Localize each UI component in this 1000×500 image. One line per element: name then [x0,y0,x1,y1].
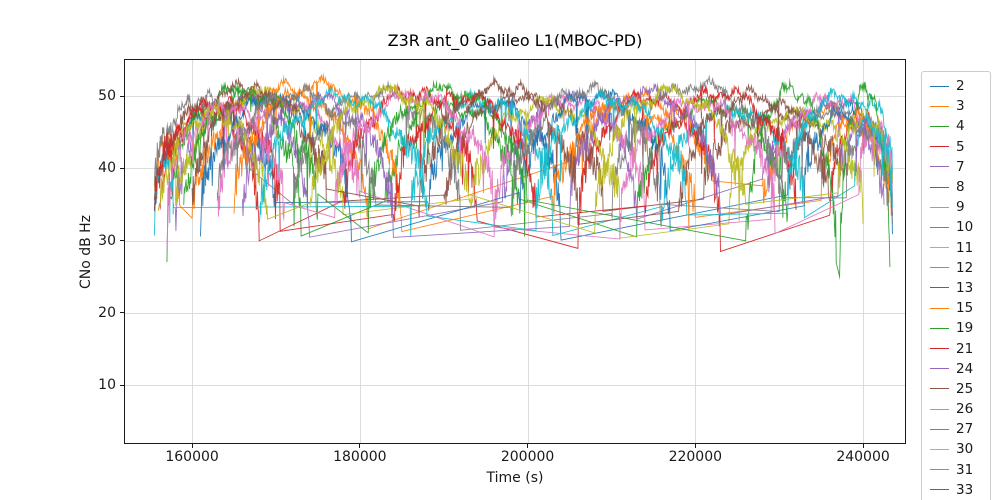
legend-line-sample [930,125,949,127]
legend-item: 15 [922,298,990,318]
x-tick-label: 200000 [500,449,555,465]
legend-line-sample [930,368,949,370]
legend-item-label: 12 [956,259,974,276]
x-tick-mark [862,444,864,448]
x-axis-label: Time (s) [486,470,544,486]
legend-line-sample [930,206,949,208]
legend-item-label: 7 [956,158,965,175]
legend-item: 4 [922,116,990,136]
legend-item-label: 5 [956,138,965,155]
legend-line-sample [930,327,949,329]
legend-item: 8 [922,177,990,197]
legend-item: 13 [922,278,990,298]
legend-item: 27 [922,419,990,439]
legend-item: 33 [922,480,990,500]
legend-item-label: 26 [956,401,974,418]
chart-title: Z3R ant_0 Galileo L1(MBOC-PD) [387,31,643,50]
legend-item-label: 3 [956,98,965,115]
plot-area [124,59,906,444]
legend-item: 11 [922,238,990,258]
x-tick-mark [191,444,193,448]
legend-line-sample [930,166,949,168]
x-tick-mark [694,444,696,448]
legend-item: 9 [922,197,990,217]
legend-item-label: 13 [956,279,974,296]
legend-item: 31 [922,460,990,480]
legend-item: 2 [922,76,990,96]
legend-line-sample [930,105,949,107]
legend-item: 26 [922,399,990,419]
legend-item-label: 8 [956,179,965,196]
y-tick-mark [120,384,124,386]
legend-item-label: 19 [956,320,974,337]
y-tick-mark [120,95,124,97]
legend-item: 21 [922,338,990,358]
y-tick-mark [120,312,124,314]
y-axis-label: CNo dB Hz [78,214,94,289]
y-tick-mark [120,167,124,169]
y-tick-label: 20 [98,304,116,321]
legend-line-sample [930,388,949,390]
legend-item: 25 [922,379,990,399]
y-tick-label: 50 [98,88,116,105]
legend-item: 24 [922,359,990,379]
legend-line-sample [930,408,949,410]
legend-line-sample [930,226,949,228]
legend-item: 5 [922,137,990,157]
legend-line-sample [930,348,949,350]
legend-item-label: 11 [956,239,974,256]
legend-item: 19 [922,318,990,338]
legend-item-label: 24 [956,360,974,377]
y-tick-mark [120,240,124,242]
legend-item-label: 2 [956,78,965,95]
x-tick-label: 240000 [836,449,890,465]
legend: 2 3 4 5 7 8 9 10 11 12 13 15 19 21 24 25 26 27 30 31 33 [921,71,991,500]
legend-line-sample [930,186,949,188]
legend-item-label: 33 [956,481,974,498]
legend-item-label: 30 [956,441,974,458]
legend-line-sample [930,307,949,309]
legend-item: 30 [922,439,990,459]
legend-line-sample [930,489,949,491]
legend-item: 7 [922,157,990,177]
y-tick-label: 40 [98,160,116,177]
legend-line-sample [930,448,949,450]
legend-items: 2 3 4 5 7 8 9 10 11 12 13 15 19 21 24 25 26 27 30 31 33 [922,76,990,500]
x-tick-label: 160000 [165,449,219,465]
x-tick-mark [359,444,361,448]
legend-item-label: 31 [956,461,974,478]
x-tick-label: 220000 [668,449,723,465]
legend-line-sample [930,267,949,269]
chart-canvas [125,60,905,443]
legend-item-label: 4 [956,118,965,135]
legend-item-label: 21 [956,340,974,357]
legend-item-label: 10 [956,219,974,236]
y-tick-label: 10 [98,377,116,394]
legend-line-sample [930,287,949,289]
legend-line-sample [930,428,949,430]
legend-item-label: 15 [956,300,974,317]
legend-item: 10 [922,217,990,237]
legend-line-sample [930,469,949,471]
legend-item: 12 [922,258,990,278]
legend-line-sample [930,247,949,249]
legend-line-sample [930,85,949,87]
legend-line-sample [930,146,949,148]
y-tick-label: 30 [98,232,116,249]
x-tick-mark [527,444,529,448]
legend-item-label: 9 [956,199,965,216]
x-tick-label: 180000 [333,449,387,465]
legend-item-label: 25 [956,380,974,397]
legend-item: 3 [922,96,990,116]
legend-item-label: 27 [956,421,974,438]
